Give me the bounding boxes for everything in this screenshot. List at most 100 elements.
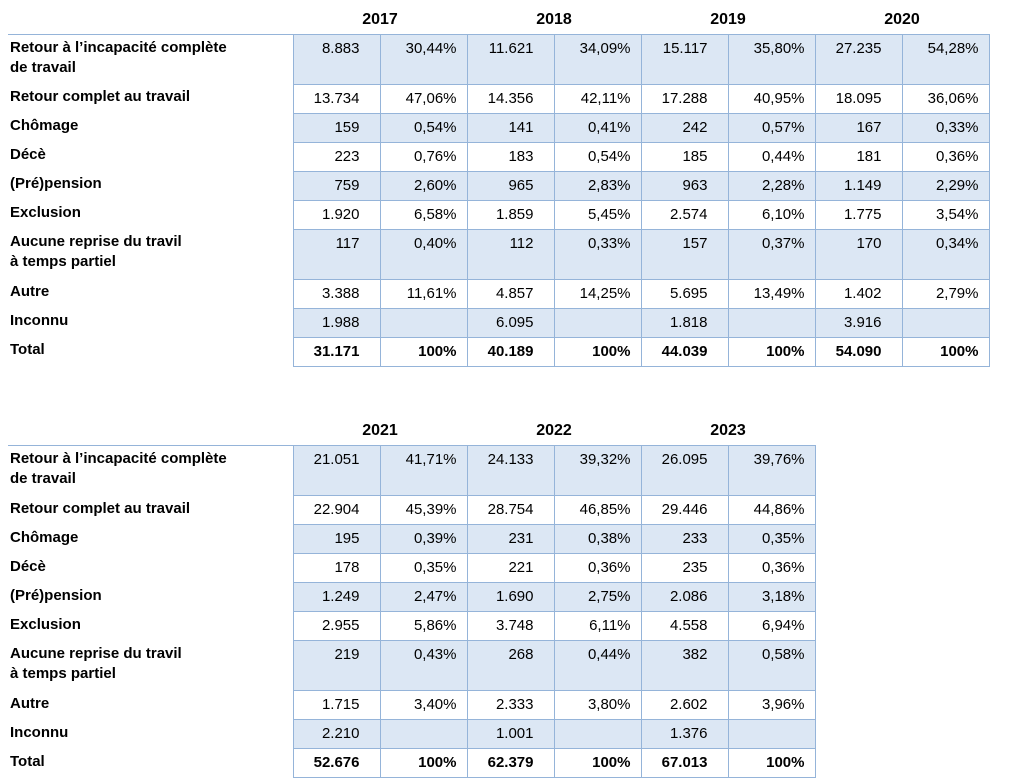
percent-cell: 0,54%	[379, 112, 468, 143]
percent-cell: 100%	[901, 336, 990, 367]
percent-cell: 41,71%	[379, 445, 468, 496]
count-cell: 159	[292, 112, 381, 143]
count-cell: 6.095	[466, 307, 555, 338]
percent-cell: 0,35%	[379, 553, 468, 583]
year-header: 2019	[710, 10, 746, 28]
year-header: 2020	[884, 10, 920, 28]
percent-cell: 3,54%	[901, 199, 990, 230]
percent-cell: 3,80%	[553, 690, 642, 720]
row-label-line: Retour complet au travail	[10, 88, 191, 105]
count-cell: 2.333	[466, 690, 555, 720]
percent-cell: 6,11%	[553, 611, 642, 641]
table-row: Exclusion 2.955 5,86% 3.748 6,11% 4.558 6,94%	[8, 611, 816, 641]
count-cell: 21.051	[292, 445, 381, 496]
count-cell: 141	[466, 112, 555, 143]
header-spacer	[8, 8, 293, 34]
percent-cell: 2,83%	[553, 170, 642, 201]
percent-cell: 2,75%	[553, 582, 642, 612]
row-label: Chômage	[8, 113, 293, 142]
count-cell: 52.676	[292, 748, 381, 778]
percent-cell: 0,54%	[553, 141, 642, 172]
percent-cell: 0,76%	[379, 141, 468, 172]
count-cell: 1.818	[640, 307, 729, 338]
row-label: Exclusion	[8, 200, 293, 229]
percent-cell: 0,41%	[553, 112, 642, 143]
table-row: Chômage 159 0,54% 141 0,41% 242 0,57% 167 0,33%	[8, 112, 990, 143]
table-row: Retour à l’incapacité complète de travail…	[8, 445, 816, 496]
count-cell: 22.904	[292, 495, 381, 525]
row-label-line: Inconnu	[10, 723, 69, 741]
percent-cell: 5,86%	[379, 611, 468, 641]
count-cell: 231	[466, 524, 555, 554]
outcomes-table-2017-2020: 2017 2018 2019 2020 Retour à l’incapacité co…	[8, 8, 990, 367]
header-spacer	[8, 420, 293, 446]
row-label-line: (Pré)pension	[10, 586, 102, 604]
percent-cell: 35,80%	[727, 33, 816, 85]
row-label: Autre	[8, 691, 293, 720]
table-row: Autre 1.715 3,40% 2.333 3,80% 2.602 3,96%	[8, 690, 816, 720]
count-cell: 27.235	[814, 33, 903, 85]
count-cell: 3.748	[466, 611, 555, 641]
percent-cell: 0,44%	[727, 141, 816, 172]
count-cell: 223	[292, 141, 381, 172]
row-label: Chômage	[8, 525, 293, 554]
percent-cell: 34,09%	[553, 33, 642, 85]
row-label: Retour à l’incapacité complète de travail	[8, 445, 293, 496]
count-cell: 167	[814, 112, 903, 143]
percent-cell: 100%	[379, 748, 468, 778]
row-label-line: Aucune reprise du travil	[10, 644, 182, 662]
table-row: Aucune reprise du travil à temps partiel 1…	[8, 228, 990, 280]
count-cell: 1.775	[814, 199, 903, 230]
count-cell: 1.149	[814, 170, 903, 201]
percent-cell	[379, 307, 468, 338]
count-cell: 178	[292, 553, 381, 583]
row-label-line: de travail	[10, 470, 76, 487]
count-cell: 157	[640, 228, 729, 280]
count-cell: 965	[466, 170, 555, 201]
table-row: Inconnu 1.988 6.095 1.818 3.916	[8, 307, 990, 338]
percent-cell: 54,28%	[901, 33, 990, 85]
row-label: Retour à l’incapacité complète de travail	[8, 33, 293, 84]
table-row: Total 52.676 100% 62.379 100% 67.013 100%	[8, 748, 816, 778]
count-cell: 2.086	[640, 582, 729, 612]
count-cell: 963	[640, 170, 729, 201]
row-label-line: Retour à l’incapacité complète	[10, 450, 227, 467]
percent-cell	[901, 307, 990, 338]
outcomes-table-2017-2020-container: 2017 2018 2019 2020 Retour à l’incapacité co…	[8, 8, 1017, 367]
year-header: 2018	[536, 10, 572, 28]
row-label-line: à temps partiel	[10, 253, 116, 270]
count-cell: 67.013	[640, 748, 729, 778]
percent-cell: 11,61%	[379, 278, 468, 309]
count-cell: 11.621	[466, 33, 555, 85]
count-cell: 29.446	[640, 495, 729, 525]
count-cell: 117	[292, 228, 381, 280]
row-label-line: Exclusion	[10, 204, 81, 221]
percent-cell: 0,44%	[553, 640, 642, 691]
table-row: Aucune reprise du travil à temps partiel 2…	[8, 640, 816, 691]
count-cell: 112	[466, 228, 555, 280]
table-row: Retour complet au travail 22.904 45,39% 28.…	[8, 495, 816, 525]
percent-cell: 0,34%	[901, 228, 990, 280]
percent-cell: 45,39%	[379, 495, 468, 525]
row-label: Retour complet au travail	[8, 84, 293, 113]
count-cell: 183	[466, 141, 555, 172]
percent-cell: 100%	[553, 336, 642, 367]
percent-cell: 0,35%	[727, 524, 816, 554]
percent-cell: 0,36%	[553, 553, 642, 583]
count-cell: 235	[640, 553, 729, 583]
count-cell: 15.117	[640, 33, 729, 85]
count-cell: 233	[640, 524, 729, 554]
count-cell: 4.558	[640, 611, 729, 641]
row-label-line: Chômage	[10, 117, 79, 134]
count-cell: 1.376	[640, 719, 729, 749]
row-label: Total	[8, 337, 293, 366]
count-cell: 759	[292, 170, 381, 201]
percent-cell	[379, 719, 468, 749]
table-row: Chômage 195 0,39% 231 0,38% 233 0,35%	[8, 524, 816, 554]
table-row: Retour complet au travail 13.734 47,06% 14.…	[8, 83, 990, 114]
percent-cell: 100%	[553, 748, 642, 778]
row-label-line: Autre	[10, 694, 50, 712]
count-cell: 18.095	[814, 83, 903, 114]
row-label-line: Retour à l’incapacité complète	[10, 38, 227, 56]
percent-cell: 2,79%	[901, 278, 990, 309]
